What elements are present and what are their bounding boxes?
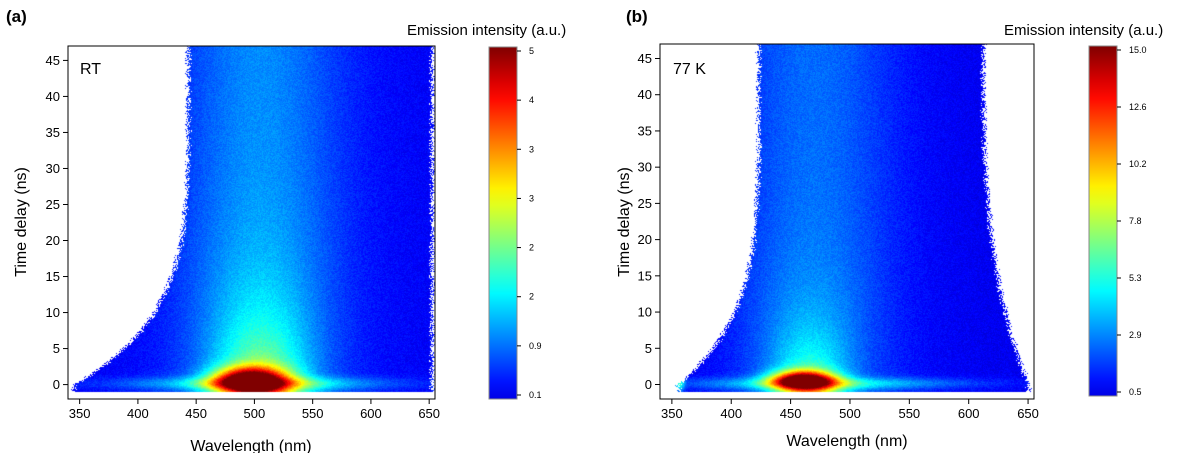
x-tick-label-b-1: 400 xyxy=(720,406,742,421)
chart-a-svg: (a) Emission intensity (a.u.) RT 350 400 4… xyxy=(6,7,566,453)
y-tick-label-b-3: 15 xyxy=(638,268,652,283)
y-axis-title-a: Time delay (ns) xyxy=(13,167,30,277)
x-tick-label-b-2: 450 xyxy=(780,406,802,421)
colorbar-tick-label-b-0: 15.0 xyxy=(1129,45,1147,55)
x-tick-label-a-1: 400 xyxy=(127,406,149,421)
colorbar-tick-label-a-4: 2 xyxy=(529,243,534,253)
x-axis-title-a: Wavelength (nm) xyxy=(190,438,311,453)
x-tick-label-a-6: 650 xyxy=(418,406,440,421)
colorbar-tick-label-b-2: 10.2 xyxy=(1129,159,1147,169)
y-axis-title-b: Time delay (ns) xyxy=(616,167,633,277)
plot-frame-b xyxy=(659,43,1035,400)
y-tick-label-b-5: 25 xyxy=(638,196,652,211)
y-tick-label-b-1: 5 xyxy=(645,341,652,356)
colorbar-tick-label-a-3: 3 xyxy=(529,193,534,203)
colorbar-tick-label-b-5: 2.9 xyxy=(1129,330,1142,340)
y-tick-label-a-1: 5 xyxy=(53,341,60,356)
y-tick-label-a-2: 10 xyxy=(46,305,60,320)
colorbar-gradient-a xyxy=(488,46,518,400)
x-tick-label-a-4: 550 xyxy=(302,406,324,421)
colorbar-tick-label-b-6: 0.5 xyxy=(1129,387,1142,397)
y-tick-label-b-9: 45 xyxy=(638,51,652,66)
y-tick-label-a-4: 20 xyxy=(46,233,60,248)
heatmap-a xyxy=(68,46,435,399)
x-tick-label-b-0: 350 xyxy=(661,406,683,421)
x-tick-label-b-3: 500 xyxy=(839,406,861,421)
x-tick-label-a-2: 450 xyxy=(185,406,207,421)
y-tick-label-a-9: 45 xyxy=(46,53,60,68)
heatmap-image-b xyxy=(660,44,1034,399)
x-tick-label-b-4: 550 xyxy=(898,406,920,421)
colorbar-title-b: Emission intensity (a.u.) xyxy=(1004,22,1163,39)
y-tick-label-a-7: 35 xyxy=(46,125,60,140)
colorbar-tick-label-a-6: 0.9 xyxy=(529,341,542,351)
colorbar-gradient-b xyxy=(1088,45,1118,397)
y-tick-label-b-6: 30 xyxy=(638,160,652,175)
x-tick-label-b-6: 650 xyxy=(1017,406,1039,421)
y-tick-label-a-3: 15 xyxy=(46,269,60,284)
x-tick-label-a-3: 500 xyxy=(244,406,266,421)
chart-b-svg: (b) Emission intensity (a.u.) 77 K 350 40… xyxy=(616,7,1163,450)
heatmap-image-a xyxy=(68,46,435,399)
panel-a: (a) Emission intensity (a.u.) RT 350 400 4… xyxy=(6,7,566,453)
x-axis-b: 350 400 450 500 550 600 650 xyxy=(661,399,1039,421)
annotation-b: 77 K xyxy=(673,61,706,78)
y-tick-label-a-8: 40 xyxy=(46,89,60,104)
y-tick-label-b-7: 35 xyxy=(638,123,652,138)
y-tick-label-b-2: 10 xyxy=(638,305,652,320)
colorbar-tick-label-a-2: 3 xyxy=(529,144,534,154)
y-tick-label-a-0: 0 xyxy=(53,377,60,392)
panel-b: (b) Emission intensity (a.u.) 77 K 350 40… xyxy=(601,0,1202,453)
x-tick-label-b-5: 600 xyxy=(958,406,980,421)
colorbar-tick-label-b-3: 7.8 xyxy=(1129,216,1142,226)
plot-frame-a xyxy=(67,45,436,400)
x-axis-a: 350 400 450 500 550 600 650 xyxy=(69,399,440,421)
panel-label-a: (a) xyxy=(6,7,27,26)
colorbar-b: 15.0 12.6 10.2 7.8 5.3 2.9 0.5 xyxy=(1088,45,1147,397)
y-axis-b: 0 5 10 15 20 25 30 35 40 45 xyxy=(638,51,660,392)
annotation-a: RT xyxy=(80,61,101,78)
x-tick-label-a-0: 350 xyxy=(69,406,91,421)
colorbar-tick-label-a-0: 5 xyxy=(529,46,534,56)
colorbar-tick-label-b-4: 5.3 xyxy=(1129,273,1142,283)
colorbar-tick-label-a-7: 0.1 xyxy=(529,390,542,400)
x-tick-label-a-5: 600 xyxy=(360,406,382,421)
colorbar-tick-label-b-1: 12.6 xyxy=(1129,102,1147,112)
x-axis-title-b: Wavelength (nm) xyxy=(786,433,907,450)
colorbar-title-a: Emission intensity (a.u.) xyxy=(407,22,566,39)
y-tick-label-b-0: 0 xyxy=(645,377,652,392)
heatmap-b xyxy=(660,44,1034,399)
y-tick-label-a-5: 25 xyxy=(46,197,60,212)
y-tick-label-a-6: 30 xyxy=(46,161,60,176)
y-tick-label-b-8: 40 xyxy=(638,87,652,102)
y-tick-label-b-4: 20 xyxy=(638,232,652,247)
colorbar-a: 5 4 3 3 2 2 0.9 0.1 xyxy=(488,46,542,400)
y-axis-a: 0 5 10 15 20 25 30 35 40 45 xyxy=(46,53,68,392)
colorbar-tick-label-a-1: 4 xyxy=(529,95,534,105)
colorbar-tick-label-a-5: 2 xyxy=(529,292,534,302)
panel-label-b: (b) xyxy=(626,7,648,26)
